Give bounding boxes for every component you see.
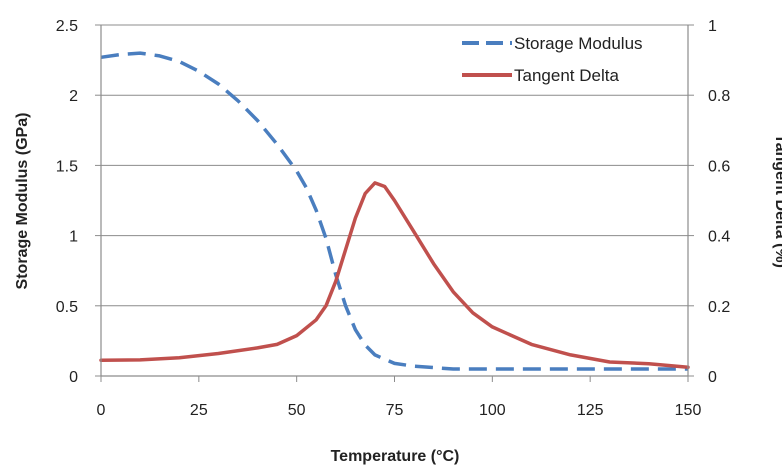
y-left-tick-label: 2.5 [56, 18, 78, 35]
y-left-tick-label: 0 [69, 369, 78, 386]
x-tick-label: 50 [288, 402, 306, 419]
series-line-tangent-delta [99, 181, 690, 369]
x-tick-label: 25 [190, 402, 208, 419]
y-right-tick-label: 0.2 [708, 299, 730, 316]
legend: Storage Modulus Tangent Delta [462, 34, 643, 85]
y-right-tick-label: 0.4 [708, 229, 730, 246]
y-left-tick-label: 2 [69, 88, 78, 105]
y-left-tick-label: 1 [69, 229, 78, 246]
y-axis-left-title: Storage Modulus (GPa) [14, 113, 31, 290]
legend-label-tangent-delta: Tangent Delta [514, 66, 619, 85]
legend-label-storage-modulus: Storage Modulus [514, 34, 643, 53]
grid-layer [101, 24, 688, 307]
x-tick-label: 125 [577, 402, 604, 419]
x-axis-title: Temperature (°C) [331, 448, 460, 465]
y-left-tick-label: 1.5 [56, 158, 78, 175]
x-tick-label: 150 [675, 402, 702, 419]
y-axis-right-title: Tangent Delta (%) [772, 134, 782, 268]
series-layer [99, 51, 690, 371]
x-tick-label: 0 [97, 402, 106, 419]
y-right-tick-label: 0 [708, 369, 717, 386]
x-tick-label: 75 [386, 402, 404, 419]
series-line-storage-modulus [100, 51, 688, 371]
x-tick-label: 100 [479, 402, 506, 419]
y-right-tick-label: 0.6 [708, 158, 730, 175]
y-right-tick-label: 1 [708, 18, 717, 35]
y-right-tick-label: 0.8 [708, 88, 730, 105]
y-left-tick-label: 0.5 [56, 299, 78, 316]
ticks-layer: 0 25 50 75 100 125 150 0 0.5 1 1.5 2 2.5 0 0.2 0.4 0.6 0.… [56, 18, 731, 419]
